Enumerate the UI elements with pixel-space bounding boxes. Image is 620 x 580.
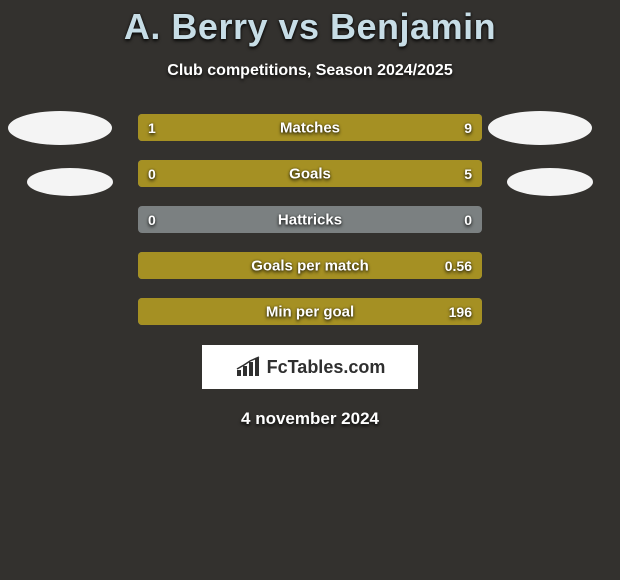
stat-bar-right-fill: [200, 114, 482, 141]
chart-area: Matches19 Goals05 Hattricks0 0 Goals per mat…: [0, 114, 620, 325]
page-title: A. Berry vs Benjamin: [0, 0, 620, 48]
subtitle: Club competitions, Season 2024/2025: [0, 62, 620, 80]
bars-icon: [235, 356, 261, 378]
stat-bar-left-fill: [138, 160, 152, 187]
stat-bar-left-value: 0: [148, 212, 156, 228]
brand-badge: FcTables.com: [202, 345, 418, 389]
stat-bar-left-fill: [138, 114, 200, 141]
stat-bar-right-fill: [138, 252, 482, 279]
comparison-infographic: A. Berry vs Benjamin Club competitions, …: [0, 0, 620, 580]
player-avatar-right: [480, 94, 620, 204]
stat-bar-right-fill: [138, 298, 482, 325]
stat-bar: Matches19: [138, 114, 482, 141]
stat-bar-right-value: 0: [464, 212, 472, 228]
stat-bar: Hattricks0 0: [138, 206, 482, 233]
stat-bar-right-fill: [152, 160, 482, 187]
comparison-bars: Matches19 Goals05 Hattricks0 0 Goals per mat…: [138, 114, 482, 325]
brand-text: FcTables.com: [267, 357, 386, 378]
generated-date: 4 november 2024: [0, 409, 620, 429]
stat-bar: Min per goal196: [138, 298, 482, 325]
stat-bar-label: Hattricks: [138, 211, 482, 228]
stat-bar: Goals per match0.56: [138, 252, 482, 279]
stat-bar: Goals05: [138, 160, 482, 187]
player-avatar-left: [0, 94, 140, 204]
